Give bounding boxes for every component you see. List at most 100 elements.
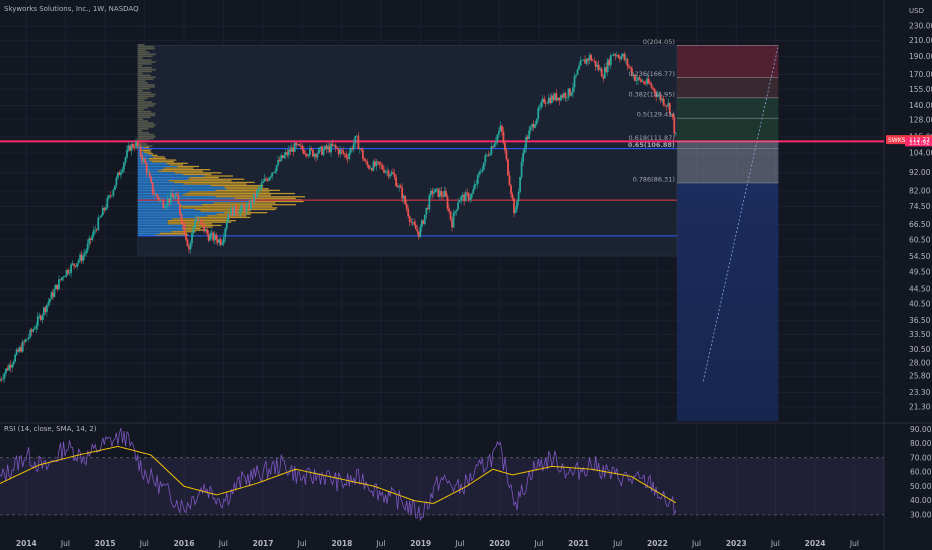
fib-level-label: 0.382(146.95)	[628, 90, 674, 98]
candle-body	[491, 146, 494, 148]
time-tick-label: Jul	[139, 539, 149, 548]
candle-body	[352, 143, 355, 150]
candle-body	[407, 208, 410, 217]
candle-body	[445, 190, 447, 197]
candle-body	[485, 154, 488, 156]
candle-body	[671, 113, 674, 117]
price-tick-label: 190.00	[909, 52, 932, 61]
candle-body	[590, 54, 593, 61]
fib-zone-gray	[676, 141, 779, 183]
volume-profile-bar-up	[137, 169, 162, 171]
volume-profile-bar-down	[183, 183, 247, 185]
candle-body	[464, 192, 467, 202]
rsi-tick-label: 70.00	[910, 453, 932, 462]
candle-body	[446, 196, 449, 209]
volume-profile-bar-up	[137, 200, 249, 203]
candle-body	[157, 197, 160, 201]
volume-profile-bar-up	[137, 229, 184, 231]
candle-body	[566, 97, 568, 99]
candle-body	[55, 284, 57, 290]
candle-body	[383, 169, 385, 173]
candle-body	[44, 307, 47, 312]
time-tick-label: 2020	[489, 539, 510, 548]
candle-body	[231, 207, 234, 216]
line-price-badge	[905, 137, 932, 147]
price-tick-label: 82.00	[909, 187, 931, 196]
candle-body	[136, 141, 139, 147]
candle-body	[670, 113, 673, 115]
candle-body	[609, 55, 612, 66]
volume-profile-bar-upper	[137, 53, 156, 56]
candle-body	[225, 222, 228, 229]
candle-body	[86, 243, 89, 251]
candle-body	[315, 153, 317, 158]
volume-profile-bar-up	[137, 210, 201, 212]
candle-body	[339, 149, 342, 154]
candle-body	[309, 148, 311, 156]
volume-profile-bar-down	[189, 191, 270, 193]
candle-body	[384, 171, 387, 173]
candle-body	[575, 74, 577, 77]
candle-body	[605, 67, 608, 72]
volume-profile-bar-down	[155, 234, 189, 236]
candle-body	[546, 102, 549, 104]
volume-profile-bar-down	[160, 232, 187, 235]
volume-profile-bar-upper	[137, 82, 148, 84]
candle-body	[426, 207, 429, 210]
fib-level-label: 0.65(106.88)	[628, 141, 675, 149]
volume-profile-bar-down	[143, 151, 152, 153]
candle-body	[295, 142, 298, 146]
candle-body	[398, 185, 401, 188]
candle-body	[452, 213, 455, 228]
candle-body	[628, 65, 630, 68]
candle-body	[159, 199, 162, 201]
volume-profile-bar-up	[137, 204, 202, 206]
volume-profile-bar-down	[234, 197, 296, 199]
candle-body	[301, 145, 304, 150]
candle-body	[219, 239, 222, 245]
candle-body	[0, 379, 3, 380]
volume-profile-bar-down	[206, 215, 247, 217]
candle-body	[572, 87, 574, 93]
candle-body	[330, 143, 332, 153]
candle-body	[591, 60, 594, 61]
candle-body	[634, 74, 636, 81]
candle-body	[163, 206, 166, 208]
fib-level-label: 0.5(129.41)	[637, 111, 675, 119]
volume-profile-bar-upper	[137, 122, 154, 124]
volume-profile-bar-down	[204, 175, 234, 177]
candle-body	[26, 338, 29, 340]
time-tick-label: 2015	[95, 539, 116, 548]
candle-body	[547, 97, 550, 103]
candle-body	[277, 159, 280, 166]
candle-body	[404, 195, 407, 205]
candle-body	[375, 161, 378, 167]
candle-body	[135, 141, 137, 149]
candle-body	[222, 237, 225, 244]
volume-profile-bar-up	[137, 186, 225, 188]
candle-body	[263, 178, 266, 182]
volume-profile-bar-upper	[137, 85, 156, 88]
candle-body	[256, 190, 258, 198]
candle-body	[581, 60, 583, 62]
candle-body	[381, 165, 384, 170]
candle-body	[0, 379, 1, 382]
volume-profile-bar-upper	[137, 105, 155, 107]
candle-body	[175, 194, 178, 196]
volume-profile-bar-up	[137, 156, 154, 158]
candle-body	[239, 208, 242, 214]
candle-body	[68, 273, 71, 274]
candle-body	[145, 163, 148, 173]
volume-profile-bar-upper	[137, 135, 156, 138]
candle-body	[286, 152, 289, 155]
candle-body	[653, 88, 656, 94]
price-tick-label: 210.00	[909, 36, 932, 45]
candle-body	[454, 211, 456, 214]
volume-profile-bar-up	[137, 221, 168, 223]
candle-body	[543, 98, 546, 103]
price-tick-label: 54.50	[909, 252, 931, 261]
volume-profile-bar-up	[137, 162, 167, 164]
volume-profile-bar-down	[168, 180, 232, 182]
candle-body	[138, 146, 140, 147]
